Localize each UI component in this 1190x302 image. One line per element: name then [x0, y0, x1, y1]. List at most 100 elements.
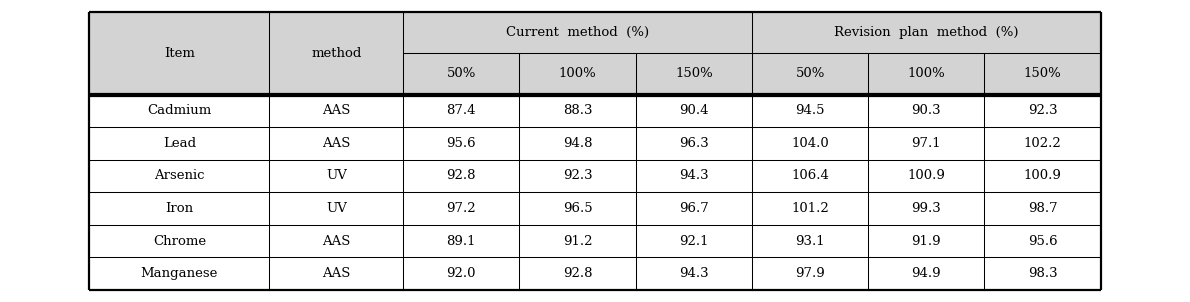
- Text: 92.8: 92.8: [563, 267, 593, 280]
- Text: 87.4: 87.4: [446, 104, 476, 117]
- Bar: [635, 192, 752, 225]
- Text: Current  method  (%): Current method (%): [506, 26, 649, 39]
- Text: 104.0: 104.0: [791, 137, 829, 150]
- Text: 50%: 50%: [446, 67, 476, 80]
- Text: 97.9: 97.9: [795, 267, 825, 280]
- Text: 91.2: 91.2: [563, 235, 593, 248]
- Bar: [519, 192, 635, 225]
- Text: Iron: Iron: [165, 202, 194, 215]
- Bar: [869, 12, 984, 53]
- Bar: [269, 127, 403, 159]
- Text: 98.7: 98.7: [1028, 202, 1058, 215]
- Bar: [869, 225, 984, 257]
- Bar: [635, 94, 752, 127]
- Bar: [519, 127, 635, 159]
- Bar: [984, 53, 1101, 94]
- Text: Cadmium: Cadmium: [148, 104, 212, 117]
- Bar: [519, 12, 635, 53]
- Bar: [752, 12, 869, 53]
- Text: 92.1: 92.1: [679, 235, 708, 248]
- Bar: [752, 94, 869, 127]
- Bar: [89, 159, 269, 192]
- Text: 101.2: 101.2: [791, 202, 829, 215]
- Text: 106.4: 106.4: [791, 169, 829, 182]
- Text: 90.4: 90.4: [679, 104, 708, 117]
- Bar: [635, 257, 752, 290]
- Text: method: method: [311, 47, 362, 60]
- Bar: [89, 12, 269, 53]
- Bar: [403, 94, 519, 127]
- Text: 95.6: 95.6: [1028, 235, 1058, 248]
- Bar: [519, 53, 635, 94]
- Bar: [519, 94, 635, 127]
- Bar: [869, 257, 984, 290]
- Bar: [752, 159, 869, 192]
- Bar: [752, 192, 869, 225]
- Text: 96.7: 96.7: [679, 202, 709, 215]
- Text: Item: Item: [164, 47, 195, 60]
- Bar: [984, 12, 1101, 53]
- Bar: [984, 257, 1101, 290]
- Bar: [869, 159, 984, 192]
- Bar: [89, 53, 269, 94]
- Text: 98.3: 98.3: [1028, 267, 1058, 280]
- Bar: [269, 192, 403, 225]
- Text: 93.1: 93.1: [795, 235, 825, 248]
- Bar: [403, 192, 519, 225]
- Text: 100.9: 100.9: [908, 169, 945, 182]
- Text: 94.9: 94.9: [912, 267, 941, 280]
- Bar: [752, 127, 869, 159]
- Text: Manganese: Manganese: [140, 267, 218, 280]
- Text: 90.3: 90.3: [912, 104, 941, 117]
- Bar: [403, 225, 519, 257]
- Text: 94.3: 94.3: [679, 169, 708, 182]
- Text: 96.5: 96.5: [563, 202, 593, 215]
- Text: AAS: AAS: [322, 104, 351, 117]
- Text: 96.3: 96.3: [679, 137, 709, 150]
- Bar: [984, 94, 1101, 127]
- Bar: [403, 257, 519, 290]
- Bar: [89, 127, 269, 159]
- Bar: [869, 192, 984, 225]
- Bar: [403, 12, 519, 53]
- Text: 100.9: 100.9: [1023, 169, 1061, 182]
- Bar: [89, 257, 269, 290]
- Text: AAS: AAS: [322, 235, 351, 248]
- Bar: [269, 225, 403, 257]
- Bar: [635, 159, 752, 192]
- Text: 150%: 150%: [1023, 67, 1061, 80]
- Text: AAS: AAS: [322, 137, 351, 150]
- Bar: [403, 53, 519, 94]
- Text: AAS: AAS: [322, 267, 351, 280]
- Bar: [984, 225, 1101, 257]
- Text: 94.5: 94.5: [795, 104, 825, 117]
- Bar: [519, 225, 635, 257]
- Text: Chrome: Chrome: [152, 235, 206, 248]
- Bar: [403, 159, 519, 192]
- Bar: [89, 192, 269, 225]
- Text: 150%: 150%: [675, 67, 713, 80]
- Text: 97.1: 97.1: [912, 137, 941, 150]
- Text: Arsenic: Arsenic: [154, 169, 205, 182]
- Bar: [635, 53, 752, 94]
- Bar: [752, 53, 869, 94]
- Text: 92.8: 92.8: [446, 169, 476, 182]
- Text: UV: UV: [326, 202, 346, 215]
- Text: UV: UV: [326, 169, 346, 182]
- Bar: [869, 53, 984, 94]
- Text: 97.2: 97.2: [446, 202, 476, 215]
- Bar: [984, 159, 1101, 192]
- Bar: [635, 12, 752, 53]
- Text: Revision  plan  method  (%): Revision plan method (%): [834, 26, 1019, 39]
- Text: 92.3: 92.3: [563, 169, 593, 182]
- Bar: [635, 225, 752, 257]
- Bar: [869, 127, 984, 159]
- Text: 100%: 100%: [908, 67, 945, 80]
- Bar: [984, 127, 1101, 159]
- Bar: [752, 257, 869, 290]
- Bar: [89, 94, 269, 127]
- Text: 100%: 100%: [558, 67, 596, 80]
- Bar: [89, 225, 269, 257]
- Text: 95.6: 95.6: [446, 137, 476, 150]
- Bar: [869, 94, 984, 127]
